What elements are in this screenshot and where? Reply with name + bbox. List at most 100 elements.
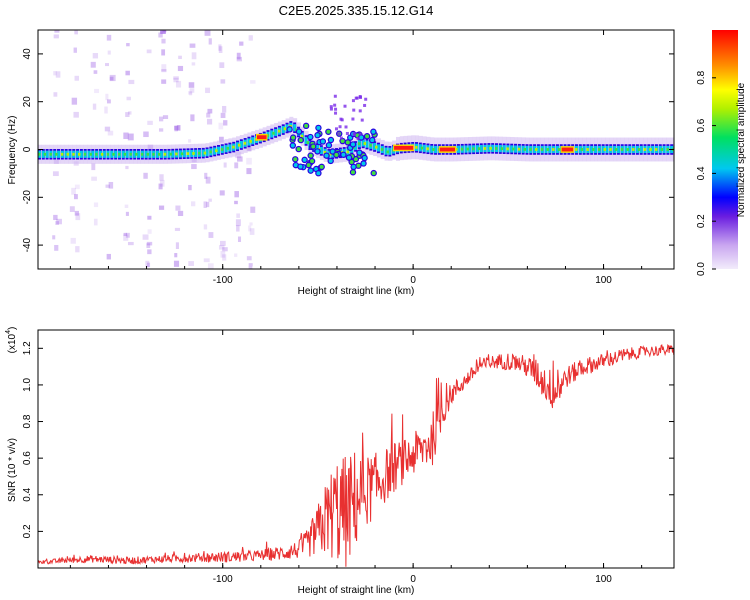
blob-core (315, 133, 320, 138)
ridge-body (216, 146, 220, 154)
colorbar-ticks: 0.0 0.2 0.4 0.6 0.8 (696, 70, 716, 276)
colorbar-tick-label: 0.0 (696, 262, 707, 276)
noise-cell (105, 184, 110, 188)
noise-cell (188, 261, 194, 266)
noise-cell (161, 69, 167, 73)
noise-cell (175, 205, 181, 211)
noise-cell (173, 76, 179, 80)
ridge-body (57, 150, 61, 158)
ridge-core (203, 151, 207, 155)
ridge-body (365, 140, 369, 148)
noise-cell (53, 71, 57, 76)
noise-cell (218, 122, 224, 130)
blob-core (353, 157, 358, 162)
snr-y-axis-label: SNR (10 * v/v) (7, 438, 18, 502)
spectrogram-x-tick-label: -100 (213, 275, 233, 286)
noise-cell (74, 184, 80, 190)
ridge-body (662, 145, 666, 154)
blob-scatter (356, 137, 360, 141)
noise-cell (126, 43, 130, 47)
noise-cell (107, 50, 111, 55)
noise-cell (55, 221, 60, 225)
noise-cell (206, 118, 213, 125)
noise-cell (237, 156, 243, 162)
noise-cell (219, 240, 226, 246)
snr-y-tick-label: 0.4 (22, 487, 33, 501)
noise-cell (246, 168, 252, 175)
blob-core (326, 143, 331, 148)
ridge-body (422, 144, 426, 152)
noise-cell (146, 49, 152, 54)
hot-segment (561, 147, 574, 152)
blob-core (370, 138, 375, 143)
spectrogram-y-tick-label: -40 (22, 237, 33, 252)
ridge-body (376, 144, 380, 152)
blob-scatter (333, 103, 337, 107)
ridge-body (213, 147, 217, 155)
ridge-body (479, 145, 483, 153)
ridge-core (529, 148, 532, 151)
ridge-body (144, 150, 148, 158)
noise-cell (143, 172, 148, 179)
ridge-core (249, 139, 252, 143)
blob-scatter (358, 95, 362, 99)
blob-scatter (334, 127, 338, 131)
blob-core (330, 149, 335, 154)
noise-cell (54, 244, 59, 251)
ridge-core (375, 145, 378, 149)
hot-segment (439, 147, 456, 152)
noise-cell (93, 70, 98, 74)
ridge-body (45, 150, 49, 158)
blob-core (310, 159, 315, 164)
blob-core (328, 158, 333, 163)
ridge-core (654, 148, 658, 151)
ridge-body (133, 150, 137, 158)
ridge-body (64, 150, 68, 158)
blob-core (356, 163, 361, 168)
noise-cell (188, 184, 192, 191)
noise-cell (236, 225, 240, 232)
noise-cell (177, 210, 184, 217)
snr-x-tick-label: -100 (213, 574, 233, 585)
noise-cell (128, 79, 135, 85)
snr-multiplier-label: (x104) (5, 327, 18, 354)
blob-core (349, 159, 354, 164)
noise-cell (128, 111, 132, 115)
noise-cell (52, 235, 56, 240)
ridge-core (169, 152, 172, 156)
blob-scatter (340, 118, 344, 122)
noise-cell (188, 82, 195, 88)
noise-cell (125, 112, 130, 117)
ridge-body (594, 145, 598, 154)
blob-core (302, 157, 307, 162)
ridge-body (110, 150, 114, 158)
noise-cell (174, 125, 178, 132)
spectrogram-y-tick-label: 20 (22, 96, 33, 108)
ridge-core (237, 143, 241, 147)
ridge-body (434, 145, 438, 154)
ridge-body (456, 145, 460, 153)
ridge-body (121, 150, 125, 158)
blob-core (359, 135, 364, 140)
blob-scatter (352, 108, 356, 112)
ridge-body (239, 140, 243, 149)
colorbar-tick-label: 0.4 (696, 166, 707, 180)
ridge-core (357, 142, 361, 146)
ridge-body (68, 150, 72, 158)
ridge-core (295, 128, 298, 132)
ridge-core (123, 152, 127, 156)
ridge-core (43, 152, 47, 156)
noise-cell (237, 236, 242, 242)
noise-cell (91, 163, 96, 171)
ridge-body (521, 145, 525, 153)
noise-cell (175, 80, 182, 88)
noise-cell (220, 112, 226, 119)
noise-cell (162, 115, 169, 120)
ridge-core (369, 143, 372, 147)
noise-cell (189, 88, 195, 93)
noise-cell (207, 263, 214, 269)
ridge-body (274, 128, 278, 137)
noise-cell (53, 34, 59, 39)
ridge-core (432, 148, 435, 151)
noise-cell (92, 53, 99, 59)
